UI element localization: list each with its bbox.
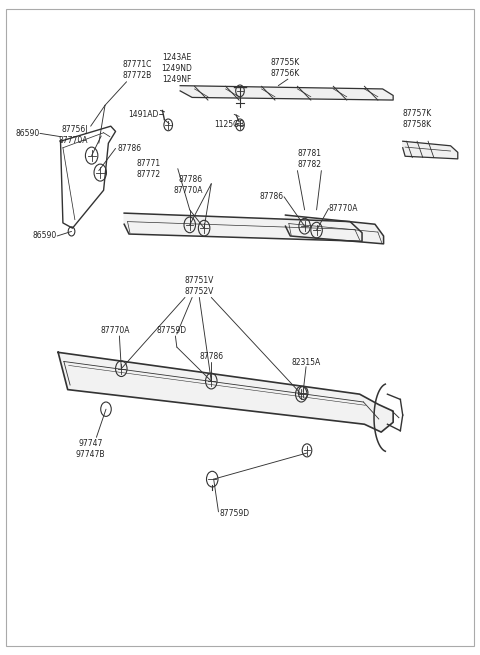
Text: 87770A: 87770A: [101, 326, 130, 335]
Text: 86590: 86590: [16, 129, 40, 138]
Text: 87771
87772: 87771 87772: [137, 159, 161, 179]
Text: 1491AD: 1491AD: [128, 110, 158, 119]
Polygon shape: [58, 352, 393, 432]
Text: 87751V
87752V: 87751V 87752V: [185, 276, 214, 296]
Polygon shape: [124, 213, 362, 241]
Text: 87759D: 87759D: [220, 510, 250, 518]
Text: 1243AE
1249ND
1249NF: 1243AE 1249ND 1249NF: [161, 53, 192, 84]
Polygon shape: [180, 86, 393, 100]
Polygon shape: [403, 141, 458, 159]
Text: 87786: 87786: [260, 193, 284, 201]
Text: 87786: 87786: [199, 352, 223, 362]
Text: 87786
87770A: 87786 87770A: [173, 175, 203, 195]
Text: 82315A: 82315A: [291, 358, 321, 367]
Text: 86590: 86590: [33, 231, 57, 240]
Text: 87759D: 87759D: [157, 326, 187, 335]
Text: 97747
97747B: 97747 97747B: [76, 439, 106, 458]
Text: 87771C
87772B: 87771C 87772B: [122, 60, 152, 81]
Text: 87786: 87786: [118, 144, 142, 153]
Text: 87755K
87756K: 87755K 87756K: [271, 58, 300, 78]
Polygon shape: [286, 215, 384, 244]
Text: 87756J
87770A: 87756J 87770A: [58, 124, 88, 145]
Text: 87770A: 87770A: [328, 204, 358, 213]
Text: 87757K
87758K: 87757K 87758K: [402, 109, 432, 129]
Text: 1125GB: 1125GB: [215, 121, 244, 130]
Text: 87781
87782: 87781 87782: [298, 149, 322, 170]
